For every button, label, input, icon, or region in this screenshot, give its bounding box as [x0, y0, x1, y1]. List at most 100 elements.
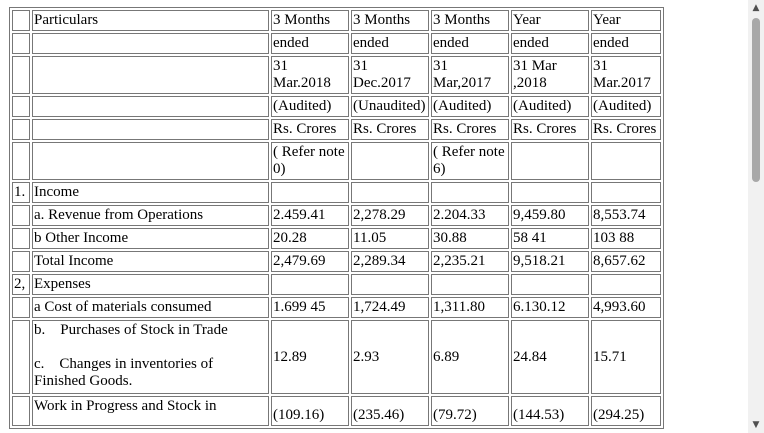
label-cell [32, 142, 269, 180]
serial-cell [12, 228, 30, 249]
label-cell [32, 56, 269, 94]
period-4-note [511, 142, 589, 180]
period-4-length: Year [511, 10, 589, 31]
value-cell: 8,553.74 [591, 205, 661, 226]
value-text: (294.25) [593, 407, 645, 423]
row-label: Work in Progress and Stock in [32, 396, 269, 426]
empty-cell [351, 182, 429, 203]
period-3-units: Rs. Crores [431, 119, 509, 140]
serial-cell [12, 119, 30, 140]
period-4-date: 31 Mar ,2018 [511, 56, 589, 94]
period-3-note: ( Refer note 6) [431, 142, 509, 180]
value-cell: 2.204.33 [431, 205, 509, 226]
value-cell: (79.72) [431, 396, 509, 426]
empty-cell [431, 274, 509, 295]
period-5-units: Rs. Crores [591, 119, 661, 140]
serial-cell [12, 251, 30, 272]
table-row: Work in Progress and Stock in (109.16) (… [12, 396, 661, 426]
value-cell: 2.93 [351, 320, 429, 394]
table-row: a. Revenue from Operations 2.459.41 2,27… [12, 205, 661, 226]
row-label-multiline: b. Purchases of Stock in Trade c. Changes… [32, 320, 269, 394]
header-row-audit: (Audited) (Unaudited) (Audited) (Audited… [12, 96, 661, 117]
table-row: a Cost of materials consumed 1.699 45 1,… [12, 297, 661, 318]
value-cell: (109.16) [271, 396, 349, 426]
period-5-note [591, 142, 661, 180]
income-section-row: 1. Income [12, 182, 661, 203]
particulars-heading: Particulars [32, 10, 269, 31]
table-row: Total Income 2,479.69 2,289.34 2,235.21 … [12, 251, 661, 272]
value-cell: (294.25) [591, 396, 661, 426]
value-cell: 9,518.21 [511, 251, 589, 272]
value-cell: 2,235.21 [431, 251, 509, 272]
row-label: a Cost of materials consumed [32, 297, 269, 318]
period-1-length: 3 Months [271, 10, 349, 31]
value-cell: 2,289.34 [351, 251, 429, 272]
period-2-length: 3 Months [351, 10, 429, 31]
serial-cell [12, 320, 30, 394]
vertical-scrollbar[interactable]: ▲ ▼ [748, 0, 764, 433]
period-2-note [351, 142, 429, 180]
scrollbar-thumb[interactable] [752, 18, 760, 182]
header-row-date: 31 Mar.2018 31 Dec.2017 31 Mar,2017 31 M… [12, 56, 661, 94]
value-cell: 8,657.62 [591, 251, 661, 272]
scroll-down-arrow-icon[interactable]: ▼ [752, 420, 760, 430]
serial-cell [12, 396, 30, 426]
row-label: a. Revenue from Operations [32, 205, 269, 226]
value-cell: 1,724.49 [351, 297, 429, 318]
header-row-ended: ended ended ended ended ended [12, 33, 661, 54]
period-4-units: Rs. Crores [511, 119, 589, 140]
serial-cell [12, 10, 30, 31]
period-4-ended: ended [511, 33, 589, 54]
row-label: Total Income [32, 251, 269, 272]
value-cell: 1,311.80 [431, 297, 509, 318]
row-label: b Other Income [32, 228, 269, 249]
expenses-section-row: 2, Expenses [12, 274, 661, 295]
serial-cell [12, 56, 30, 94]
document-viewport: Particulars 3 Months 3 Months 3 Months Y… [9, 7, 664, 429]
header-row-notes: ( Refer note 0) ( Refer note 6) [12, 142, 661, 180]
scroll-up-arrow-icon[interactable]: ▲ [752, 3, 760, 13]
label-cell [32, 33, 269, 54]
value-text: (235.46) [353, 407, 405, 423]
period-1-units: Rs. Crores [271, 119, 349, 140]
period-5-audit-status: (Audited) [591, 96, 661, 117]
value-cell: 9,459.80 [511, 205, 589, 226]
value-cell: 20.28 [271, 228, 349, 249]
value-cell: 2.459.41 [271, 205, 349, 226]
period-1-note: ( Refer note 0) [271, 142, 349, 180]
value-cell: 4,993.60 [591, 297, 661, 318]
value-cell: 2,278.29 [351, 205, 429, 226]
serial-cell [12, 142, 30, 180]
serial-cell [12, 297, 30, 318]
period-2-ended: ended [351, 33, 429, 54]
financial-results-table: Particulars 3 Months 3 Months 3 Months Y… [9, 7, 664, 429]
value-cell: 30.88 [431, 228, 509, 249]
value-cell: 24.84 [511, 320, 589, 394]
table-row: b. Purchases of Stock in Trade c. Changes… [12, 320, 661, 394]
period-5-date: 31 Mar.2017 [591, 56, 661, 94]
empty-cell [591, 182, 661, 203]
period-3-audit-status: (Audited) [431, 96, 509, 117]
value-cell: 15.71 [591, 320, 661, 394]
value-cell: 6.89 [431, 320, 509, 394]
value-cell: (235.46) [351, 396, 429, 426]
period-2-units: Rs. Crores [351, 119, 429, 140]
empty-cell [431, 182, 509, 203]
period-1-ended: ended [271, 33, 349, 54]
empty-cell [591, 274, 661, 295]
purchases-label: b. Purchases of Stock in Trade [34, 322, 228, 338]
period-1-date: 31 Mar.2018 [271, 56, 349, 94]
value-cell: 12.89 [271, 320, 349, 394]
period-2-date: 31 Dec.2017 [351, 56, 429, 94]
serial-cell [12, 205, 30, 226]
section-number: 2, [12, 274, 30, 295]
period-3-length: 3 Months [431, 10, 509, 31]
label-cell [32, 96, 269, 117]
value-text: (79.72) [433, 407, 477, 423]
empty-cell [511, 274, 589, 295]
inventory-change-label: c. Changes in inventories of Finished Go… [34, 356, 217, 389]
period-1-audit-status: (Audited) [271, 96, 349, 117]
header-row-units: Rs. Crores Rs. Crores Rs. Crores Rs. Cro… [12, 119, 661, 140]
value-text: (109.16) [273, 407, 325, 423]
value-cell: 11.05 [351, 228, 429, 249]
